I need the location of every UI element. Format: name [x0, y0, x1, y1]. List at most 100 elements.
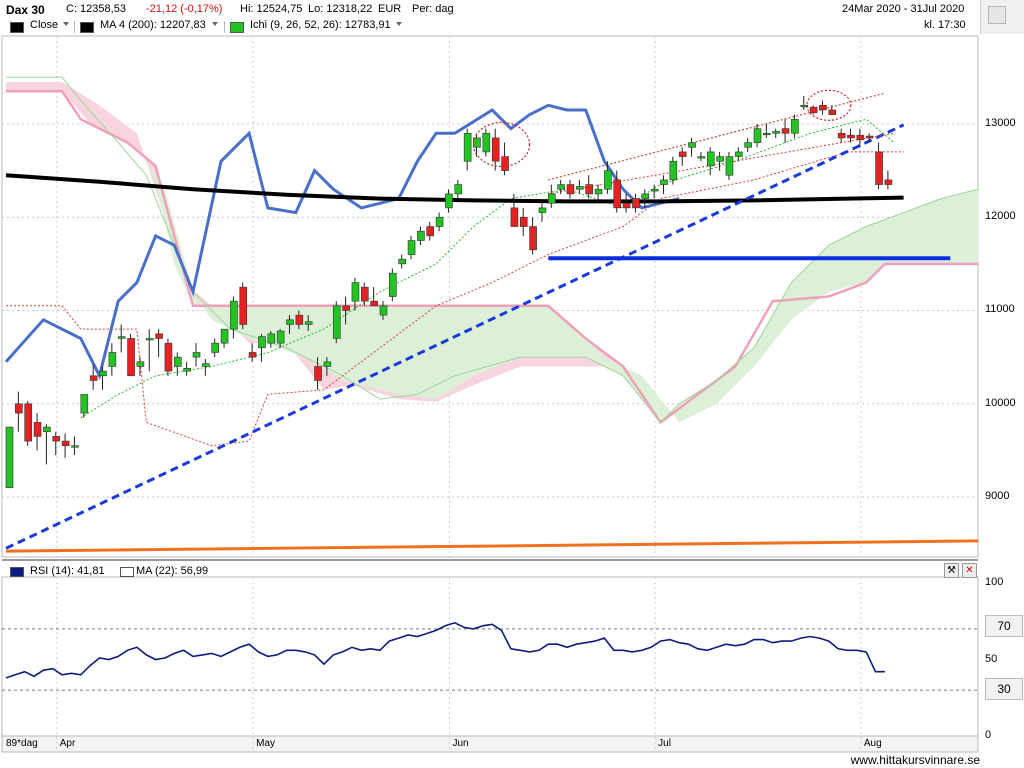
candle-down: [155, 333, 163, 339]
candle-up: [445, 193, 453, 209]
candle-down: [239, 286, 248, 325]
ichi-legend[interactable]: Ichi (9, 26, 52, 26): 12783,91: [250, 19, 391, 31]
rsi-line-tail: [865, 651, 885, 673]
ma200-line: [5, 173, 904, 204]
candle-down: [295, 314, 304, 325]
close-value: C: 12358,53: [66, 3, 126, 15]
candle-up: [706, 151, 715, 167]
close-swatch: [10, 22, 24, 33]
candle-up: [202, 363, 210, 367]
candle-up: [117, 336, 126, 339]
rsi-overlay-line: [4, 103, 680, 381]
candle-up: [136, 361, 145, 367]
x-tick-label: Apr: [59, 738, 76, 749]
rsi-ma-legend-label[interactable]: MA (22): 56,99: [136, 565, 209, 577]
candle-up: [725, 156, 734, 176]
candle-up: [417, 230, 425, 241]
candle-up: [641, 193, 650, 199]
candle-up: [398, 258, 407, 265]
low-value: Lo: 12318,22: [308, 3, 373, 15]
price-tick-label: 11000: [985, 303, 1015, 316]
candle-down: [809, 106, 818, 114]
candle-down: [33, 422, 42, 437]
candle-up: [5, 426, 14, 489]
candle-up: [71, 445, 79, 448]
high-value: Hi: 12524,75: [240, 3, 303, 15]
candle-up: [547, 193, 556, 204]
candle-down: [342, 305, 350, 311]
ma-legend[interactable]: MA 4 (200): 12207,83: [100, 19, 206, 31]
candle-up: [557, 184, 565, 190]
ichi-dropdown-icon[interactable]: [396, 22, 402, 26]
quote-header: Dax 30 C: 12358,53 -21,12 (-0,17%) Hi: 1…: [0, 0, 980, 19]
rsi-swatch: [10, 567, 24, 577]
indicator-lines: [4, 76, 979, 553]
candle-up: [80, 394, 89, 414]
highlight-ellipse: [472, 121, 531, 168]
legend-separator: [224, 21, 225, 33]
candle-up: [669, 160, 678, 181]
x-tick-label: May: [256, 738, 275, 749]
candle-down: [884, 179, 893, 185]
price-tick-label: 13000: [985, 116, 1016, 129]
price-tick-label: 12000: [985, 210, 1016, 223]
lower-channel-line: [548, 132, 895, 195]
candle-down: [15, 403, 23, 414]
candle-down: [248, 352, 257, 358]
candle-up: [389, 272, 397, 297]
orange-line: [5, 539, 979, 553]
trend-line: [5, 123, 905, 550]
symbol-title: Dax 30: [6, 3, 45, 17]
candle-down: [510, 207, 519, 227]
candle-down: [847, 134, 855, 139]
candle-up: [304, 321, 313, 325]
candle-down: [89, 375, 98, 381]
candle-up: [697, 156, 706, 159]
candle-up: [323, 361, 332, 367]
close-legend[interactable]: Close: [30, 19, 59, 31]
rsi-level-30-badge: 30: [985, 678, 1023, 700]
rsi-level-30-label: 30: [997, 682, 1011, 696]
candle-up: [332, 305, 341, 339]
period-label: Per: dag: [412, 3, 454, 15]
close-dropdown-icon[interactable]: [63, 22, 69, 26]
close-icon[interactable]: ✕: [962, 563, 977, 578]
x-tick-label: Aug: [863, 738, 882, 749]
candle-up: [473, 137, 481, 148]
candle-down: [314, 366, 322, 381]
grid-layer: [2, 36, 978, 752]
candle-up: [99, 370, 107, 377]
x-tick-label: Jul: [658, 738, 671, 749]
candle-up: [688, 142, 696, 148]
candle-up: [145, 338, 154, 341]
candle-up: [716, 156, 724, 162]
candle-up: [482, 132, 491, 153]
ma-dropdown-icon[interactable]: [212, 22, 218, 26]
candle-down: [61, 440, 70, 447]
candle-up: [660, 179, 668, 185]
rsi-layer: [2, 621, 978, 691]
candle-down: [819, 104, 827, 111]
rsi-line: [5, 621, 867, 679]
candle-down: [52, 436, 61, 442]
candle-up: [772, 131, 781, 134]
candle-down: [529, 226, 537, 251]
annotations-layer: [472, 89, 852, 168]
candle-down: [519, 216, 528, 227]
wrench-icon[interactable]: ⚒: [944, 563, 959, 578]
candle-up: [258, 336, 266, 349]
x-tick-label: Jun: [452, 738, 469, 749]
candle-up: [192, 352, 201, 358]
change-value: -21,12 (-0,17%): [146, 3, 223, 15]
candle-down: [622, 202, 631, 209]
candle-up: [594, 188, 603, 195]
candle-up: [267, 333, 276, 344]
price-panel-frame: [1, 35, 979, 558]
rsi-level-70-badge: 70: [985, 615, 1023, 637]
candle-up: [276, 330, 285, 344]
scroll-up-button[interactable]: [988, 6, 1006, 24]
rsi-legend-label[interactable]: RSI (14): 41,81: [30, 565, 105, 577]
brand-link[interactable]: www.hittakursvinnare.se: [850, 753, 980, 767]
candle-up: [379, 305, 388, 316]
candle-up: [800, 104, 809, 108]
